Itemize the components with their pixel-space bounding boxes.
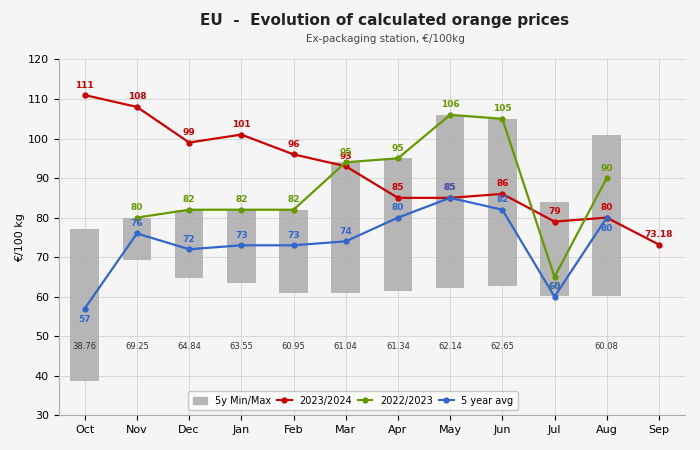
Text: 105: 105 — [493, 104, 512, 113]
Bar — [488, 119, 517, 286]
Line: 5 year avg: 5 year avg — [83, 195, 609, 311]
5 year avg — [237, 243, 246, 248]
Text: EU  -  Evolution of calculated orange prices: EU - Evolution of calculated orange pric… — [200, 14, 570, 28]
Bar — [592, 135, 621, 297]
Text: 57: 57 — [78, 315, 91, 324]
Text: 106: 106 — [441, 100, 459, 109]
Text: 62.14: 62.14 — [438, 342, 462, 351]
Text: 85: 85 — [444, 183, 456, 192]
Text: 72: 72 — [183, 235, 195, 244]
5 year avg — [289, 243, 298, 248]
2022/2023 — [393, 156, 402, 161]
5 year avg — [342, 238, 350, 244]
Text: 85: 85 — [444, 183, 456, 192]
Text: 63.55: 63.55 — [230, 342, 253, 351]
Text: 60.95: 60.95 — [281, 342, 305, 351]
2023/2024 — [393, 195, 402, 201]
Bar — [279, 210, 308, 293]
Bar — [331, 162, 360, 292]
5 year avg — [550, 294, 559, 299]
5 year avg — [133, 231, 141, 236]
Text: 79: 79 — [548, 207, 561, 216]
Text: 61.04: 61.04 — [334, 342, 358, 351]
Text: 86: 86 — [496, 180, 509, 189]
Bar — [384, 158, 412, 292]
5 year avg — [498, 207, 507, 212]
Legend: 5y Min/Max, 2023/2024, 2022/2023, 5 year avg: 5y Min/Max, 2023/2024, 2022/2023, 5 year… — [188, 391, 518, 410]
2023/2024 — [185, 140, 193, 145]
2023/2024 — [133, 104, 141, 110]
Text: 99: 99 — [183, 128, 195, 137]
Text: 73: 73 — [287, 231, 300, 240]
2023/2024 — [654, 242, 663, 248]
2023/2024 — [603, 215, 611, 220]
Text: 62.65: 62.65 — [491, 342, 514, 351]
Text: 95: 95 — [391, 144, 404, 153]
Text: 111: 111 — [76, 81, 94, 90]
Text: 80: 80 — [392, 203, 404, 212]
Text: 82: 82 — [287, 195, 300, 204]
Text: 108: 108 — [127, 92, 146, 101]
5 year avg — [185, 247, 193, 252]
Text: 101: 101 — [232, 120, 251, 129]
Text: 80: 80 — [601, 203, 613, 212]
Bar — [227, 210, 256, 283]
Text: 65: 65 — [548, 282, 561, 291]
5 year avg — [446, 195, 454, 201]
Line: 2023/2024: 2023/2024 — [83, 93, 662, 247]
2022/2023 — [237, 207, 246, 212]
Text: 60.08: 60.08 — [595, 342, 619, 351]
2023/2024 — [498, 191, 507, 197]
Text: 64.84: 64.84 — [177, 342, 201, 351]
Text: 61.34: 61.34 — [386, 342, 410, 351]
2023/2024 — [342, 163, 350, 169]
5 year avg — [80, 306, 89, 311]
Text: 80: 80 — [131, 203, 143, 212]
Text: 82: 82 — [496, 195, 509, 204]
Text: 80: 80 — [601, 224, 613, 233]
Bar — [436, 115, 465, 288]
Text: 82: 82 — [235, 195, 248, 204]
Text: 85: 85 — [392, 183, 404, 192]
Text: 73: 73 — [235, 231, 248, 240]
Text: 69.25: 69.25 — [125, 342, 149, 351]
2022/2023 — [550, 274, 559, 279]
Text: 76: 76 — [131, 219, 144, 228]
Text: Ex-packaging station, €/100kg: Ex-packaging station, €/100kg — [306, 34, 464, 44]
2023/2024 — [289, 152, 298, 157]
2022/2023 — [603, 176, 611, 181]
2023/2024 — [237, 132, 246, 137]
Text: 90: 90 — [601, 163, 613, 172]
Bar — [540, 202, 569, 297]
2023/2024 — [550, 219, 559, 224]
Text: 38.76: 38.76 — [73, 342, 97, 351]
2022/2023 — [133, 215, 141, 220]
Bar — [122, 218, 151, 260]
2023/2024 — [446, 195, 454, 201]
Y-axis label: €/100 kg: €/100 kg — [15, 213, 25, 262]
Text: 93: 93 — [340, 152, 352, 161]
2022/2023 — [185, 207, 193, 212]
2022/2023 — [289, 207, 298, 212]
Text: 60: 60 — [548, 282, 561, 291]
2022/2023 — [342, 160, 350, 165]
5 year avg — [393, 215, 402, 220]
Text: 95: 95 — [340, 148, 352, 157]
2022/2023 — [498, 116, 507, 122]
Bar — [175, 210, 204, 278]
Text: 96: 96 — [287, 140, 300, 149]
Text: 73.18: 73.18 — [645, 230, 673, 239]
5 year avg — [603, 215, 611, 220]
Line: 2022/2023: 2022/2023 — [134, 112, 609, 279]
2023/2024 — [80, 92, 89, 98]
Text: 82: 82 — [183, 195, 195, 204]
Text: 74: 74 — [340, 227, 352, 236]
2022/2023 — [446, 112, 454, 117]
Bar — [71, 230, 99, 381]
